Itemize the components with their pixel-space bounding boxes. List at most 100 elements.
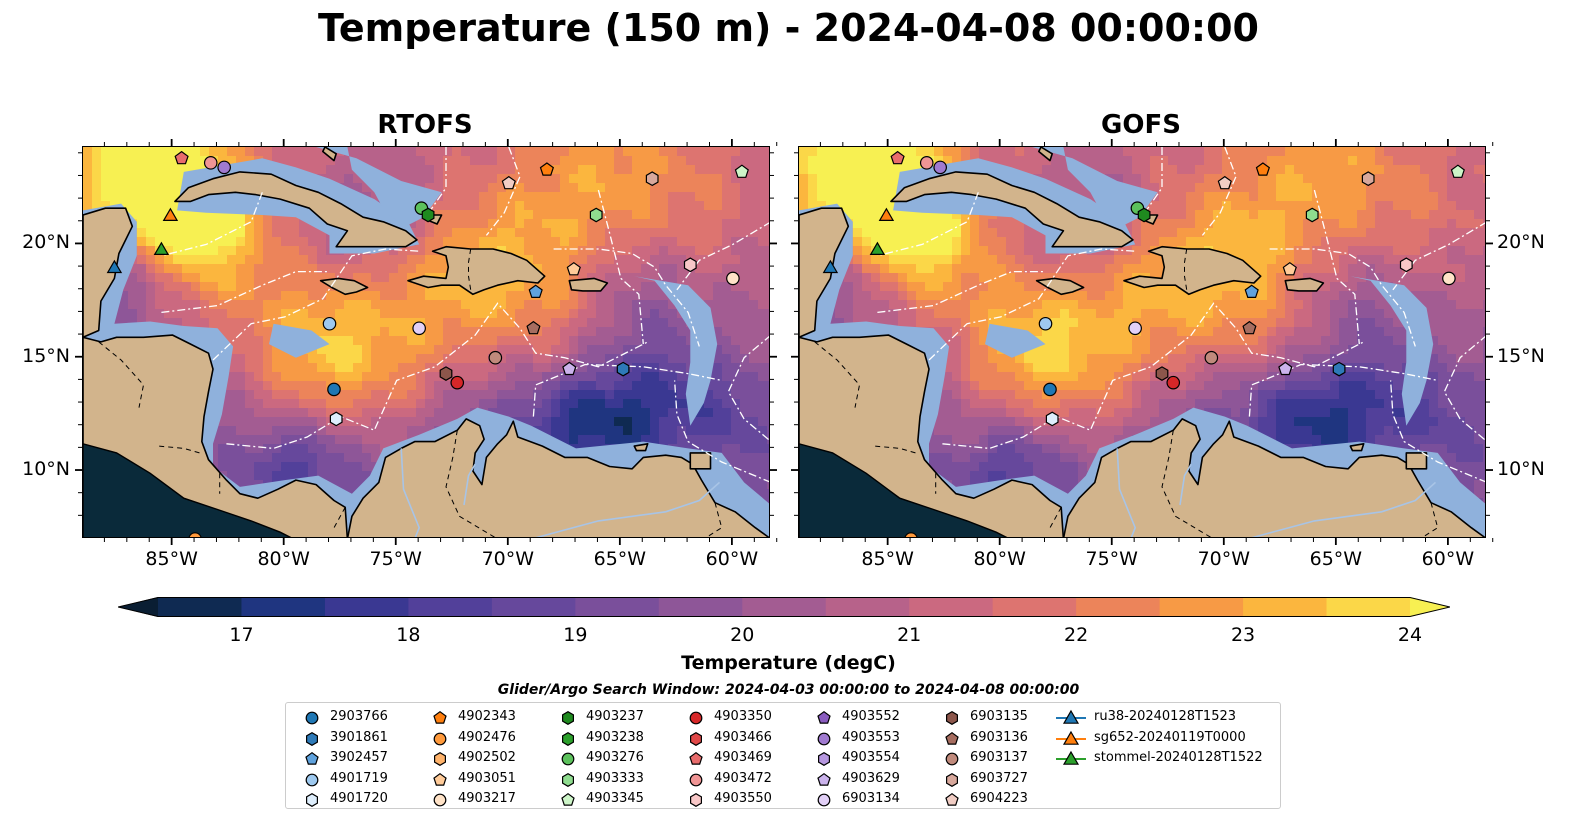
gofs-float-4903469[interactable] — [890, 150, 905, 165]
gofs-float-4901719[interactable] — [1038, 316, 1053, 331]
legend-float-marker[interactable] — [561, 772, 574, 787]
legend-float-marker[interactable] — [305, 731, 318, 746]
legend-float-marker[interactable] — [817, 732, 831, 745]
gofs-float-4903350[interactable] — [1166, 375, 1181, 390]
gofs-float-4903333[interactable] — [1305, 207, 1319, 223]
rtofs-eez-line-10 — [429, 147, 447, 211]
rtofs-float-6903137[interactable] — [488, 350, 503, 365]
rtofs-float-4903469[interactable] — [174, 150, 189, 165]
rtofs-float-6904223[interactable] — [501, 175, 516, 190]
rtofs-float-4901719[interactable] — [322, 316, 337, 331]
rtofs-float-4903051[interactable] — [566, 261, 581, 276]
rtofs-glider-sg652[interactable] — [162, 207, 179, 222]
rtofs-float-4902343[interactable] — [539, 162, 555, 176]
gofs-float-6904223[interactable] — [1217, 175, 1232, 190]
legend-float-marker[interactable] — [817, 793, 831, 807]
gofs-float-3901861[interactable] — [1332, 361, 1346, 377]
rtofs-float-3901861[interactable] — [616, 361, 630, 377]
rtofs-float-4903472[interactable] — [203, 156, 218, 170]
legend-float-marker[interactable] — [945, 711, 958, 725]
legend-float-marker[interactable] — [305, 711, 319, 725]
legend-float-marker[interactable] — [433, 772, 447, 786]
gofs-float-6903137[interactable] — [1204, 350, 1219, 365]
map-panel-gofs[interactable] — [798, 146, 1486, 538]
legend-float-marker[interactable] — [561, 792, 575, 806]
legend-float-marker[interactable] — [689, 773, 703, 786]
rtofs-float-4902476[interactable] — [188, 532, 202, 538]
legend-float-marker[interactable] — [305, 773, 319, 786]
legend-float-marker[interactable] — [561, 731, 574, 746]
legend-float-marker[interactable] — [817, 710, 831, 724]
gofs-float-4903550[interactable] — [1399, 257, 1413, 273]
legend-float-marker[interactable] — [945, 792, 959, 806]
gofs-float-6903727[interactable] — [1361, 171, 1375, 187]
gofs-float-4901720[interactable] — [1045, 411, 1059, 427]
gofs-float-4903217[interactable] — [1442, 271, 1456, 286]
rtofs-float-4903350[interactable] — [450, 375, 465, 390]
colorbar-tick-label: 19 — [563, 624, 588, 646]
gofs-float-4903472[interactable] — [919, 156, 934, 170]
gofs-land-isla-margarita — [1349, 442, 1365, 452]
legend-float-marker[interactable] — [561, 711, 574, 725]
gofs-float-4902343[interactable] — [1255, 162, 1271, 176]
legend-float-marker[interactable] — [945, 731, 959, 745]
gofs-float-6903134[interactable] — [1128, 321, 1142, 336]
legend-float-marker[interactable] — [689, 711, 703, 725]
gofs-float-6903136[interactable] — [1242, 320, 1257, 335]
legend-glider-marker[interactable] — [1062, 709, 1080, 724]
gofs-glider-sg652[interactable] — [878, 207, 895, 222]
gofs-float-4902476[interactable] — [904, 532, 918, 538]
map-panel-rtofs[interactable] — [82, 146, 770, 538]
rtofs-float-2903766[interactable] — [327, 382, 341, 397]
rtofs-float-4903333[interactable] — [589, 207, 603, 223]
rtofs-float-4903237[interactable] — [421, 207, 435, 223]
rtofs-float-4903553[interactable] — [217, 160, 231, 175]
legend-float-marker[interactable] — [433, 710, 447, 724]
rtofs-glider-ru38[interactable] — [106, 259, 123, 274]
rtofs-float-6903727[interactable] — [645, 171, 659, 187]
gofs-float-4903051[interactable] — [1282, 261, 1297, 276]
gofs-float-3902457[interactable] — [1244, 284, 1259, 298]
legend-float-marker[interactable] — [689, 793, 702, 807]
rtofs-float-4901720[interactable] — [329, 411, 343, 427]
gofs-glider-stommel[interactable] — [869, 241, 886, 256]
colorbar-tick-label: 20 — [730, 624, 755, 646]
legend-float-marker[interactable] — [433, 732, 447, 745]
gofs-float-4903629[interactable] — [1278, 361, 1293, 376]
legend-glider-marker[interactable] — [1062, 750, 1080, 765]
gofs-float-4903237[interactable] — [1137, 207, 1151, 223]
gofs-float-4903553[interactable] — [933, 160, 947, 175]
legend-float-marker[interactable] — [817, 772, 831, 786]
gofs-float-2903766[interactable] — [1043, 382, 1057, 397]
gofs-glider-ru38[interactable] — [822, 259, 839, 274]
hexagon-marker-icon — [945, 711, 958, 725]
legend-float-marker[interactable] — [561, 752, 575, 766]
rtofs-land-jamaica — [319, 277, 369, 296]
gofs-shelf-1 — [985, 323, 1046, 358]
legend-float-marker[interactable] — [817, 752, 830, 766]
rtofs-float-4903550[interactable] — [683, 257, 697, 273]
rtofs-border-5 — [468, 248, 472, 290]
triangle-marker-icon — [1056, 709, 1086, 724]
rtofs-float-6903135[interactable] — [439, 366, 453, 381]
legend-float-marker[interactable] — [433, 793, 447, 807]
legend-float-marker[interactable] — [945, 752, 959, 766]
legend-float-marker[interactable] — [305, 751, 319, 765]
gofs-float-4903345[interactable] — [1450, 164, 1465, 178]
rtofs-float-6903134[interactable] — [412, 321, 426, 336]
rtofs-float-6903136[interactable] — [526, 320, 541, 335]
triangle-marker-icon — [1056, 750, 1086, 765]
rtofs-float-4903345[interactable] — [734, 164, 749, 178]
rtofs-land-puerto-rico — [568, 277, 609, 292]
legend-float-marker[interactable] — [433, 752, 446, 766]
legend-glider-marker[interactable] — [1062, 730, 1080, 745]
rtofs-float-4903629[interactable] — [562, 361, 577, 376]
gofs-float-6903135[interactable] — [1155, 366, 1169, 381]
rtofs-glider-stommel[interactable] — [153, 241, 170, 256]
legend-float-marker[interactable] — [689, 751, 703, 765]
legend-float-marker[interactable] — [945, 772, 958, 787]
rtofs-float-3902457[interactable] — [528, 284, 543, 298]
rtofs-float-4903217[interactable] — [726, 271, 740, 286]
legend-float-marker[interactable] — [305, 793, 318, 807]
legend-float-marker[interactable] — [689, 731, 702, 746]
